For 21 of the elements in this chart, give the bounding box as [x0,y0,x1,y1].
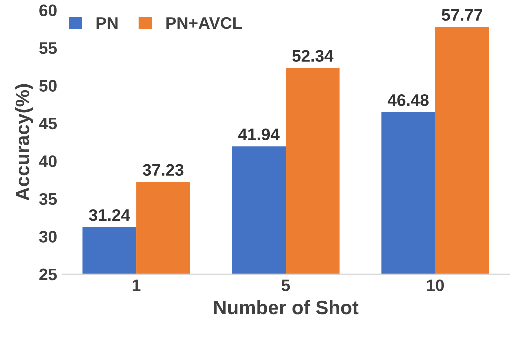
x-axis-title: Number of Shot [214,300,359,315]
y-tick-label: 25 [40,268,58,281]
legend-label: PN [96,18,118,30]
legend-label: PN+AVCL [166,17,242,30]
y-tick-label: 50 [40,80,57,92]
data-label: 41.94 [238,128,280,140]
y-tick-label: 40 [39,156,57,168]
y-tick-label: 55 [40,42,58,54]
y-tick-label: 35 [39,193,58,206]
y-tick-label: 30 [39,231,57,243]
x-tick-label: 1 [132,280,141,292]
y-axis-title: Accuracy(%) [15,84,34,201]
y-tick-label: 60 [40,4,57,16]
data-label: 57.77 [442,9,482,22]
y-tick-label: 45 [39,118,58,130]
data-label: 31.24 [89,209,130,222]
data-label: 37.23 [142,164,184,176]
data-label: 52.34 [292,50,334,62]
x-tick-label: 5 [282,280,290,292]
x-tick-label: 10 [427,280,444,292]
data-label: 46.48 [388,94,429,106]
